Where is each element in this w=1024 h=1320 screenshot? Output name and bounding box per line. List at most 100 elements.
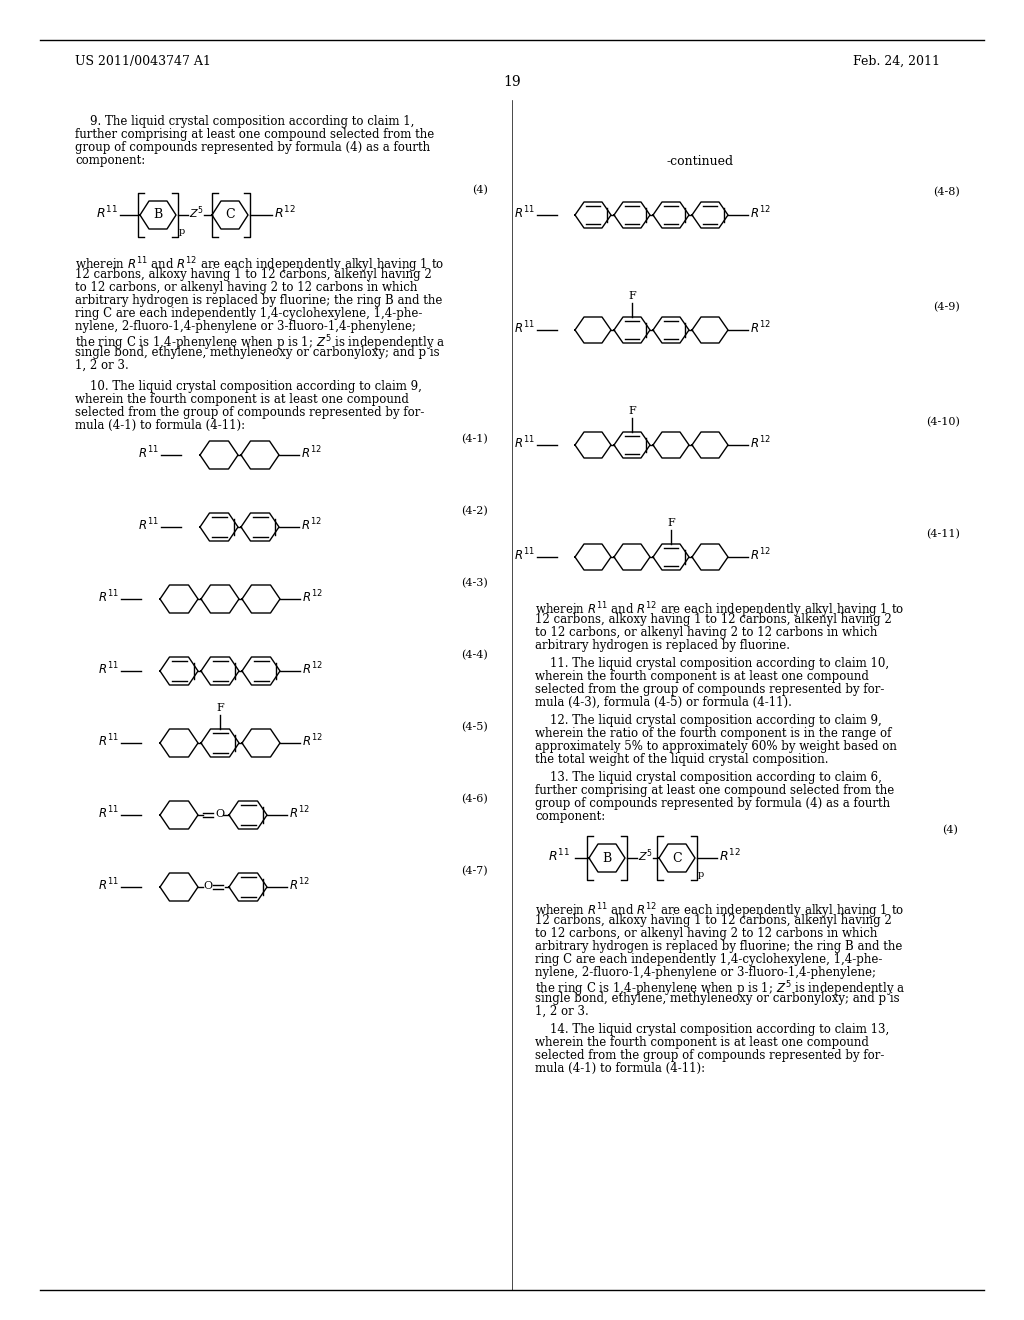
Text: $R^{12}$: $R^{12}$ xyxy=(750,546,771,564)
Text: $R^{12}$: $R^{12}$ xyxy=(301,516,322,533)
Text: the total weight of the liquid crystal composition.: the total weight of the liquid crystal c… xyxy=(535,752,828,766)
Text: ring C are each independently 1,4-cyclohexylene, 1,4-phe-: ring C are each independently 1,4-cycloh… xyxy=(535,953,883,966)
Text: $R^{12}$: $R^{12}$ xyxy=(302,661,323,677)
Text: wherein $R^{11}$ and $R^{12}$ are each independently alkyl having 1 to: wherein $R^{11}$ and $R^{12}$ are each i… xyxy=(535,902,904,920)
Text: O: O xyxy=(215,809,224,818)
Text: 1, 2 or 3.: 1, 2 or 3. xyxy=(535,1005,589,1018)
Text: (4-4): (4-4) xyxy=(461,649,488,660)
Text: wherein the fourth component is at least one compound: wherein the fourth component is at least… xyxy=(75,393,409,407)
Text: $R^{11}$: $R^{11}$ xyxy=(98,876,119,894)
Text: single bond, ethylene, methyleneoxy or carbonyloxy; and p is: single bond, ethylene, methyleneoxy or c… xyxy=(535,993,900,1005)
Text: 12 carbons, alkoxy having 1 to 12 carbons, alkenyl having 2: 12 carbons, alkoxy having 1 to 12 carbon… xyxy=(535,612,892,626)
Text: mula (4-3), formula (4-5) or formula (4-11).: mula (4-3), formula (4-5) or formula (4-… xyxy=(535,696,792,709)
Text: the ring C is 1,4-phenylene when p is 1; $Z^5$ is independently a: the ring C is 1,4-phenylene when p is 1;… xyxy=(75,333,445,352)
Text: $R^{12}$: $R^{12}$ xyxy=(274,205,296,222)
Text: (4-6): (4-6) xyxy=(461,793,488,804)
Text: $R^{11}$: $R^{11}$ xyxy=(548,847,570,865)
Text: $R^{11}$: $R^{11}$ xyxy=(514,434,535,451)
Text: $R^{12}$: $R^{12}$ xyxy=(750,434,771,451)
Text: arbitrary hydrogen is replaced by fluorine; the ring B and the: arbitrary hydrogen is replaced by fluori… xyxy=(75,294,442,308)
Text: F: F xyxy=(628,290,636,301)
Text: $R^{11}$: $R^{11}$ xyxy=(514,205,535,222)
Text: component:: component: xyxy=(535,810,605,822)
Text: (4-3): (4-3) xyxy=(461,578,488,587)
Text: selected from the group of compounds represented by for-: selected from the group of compounds rep… xyxy=(75,407,424,418)
Text: $R^{12}$: $R^{12}$ xyxy=(719,847,740,865)
Text: (4): (4) xyxy=(942,825,958,836)
Text: F: F xyxy=(667,517,675,528)
Text: to 12 carbons, or alkenyl having 2 to 12 carbons in which: to 12 carbons, or alkenyl having 2 to 12… xyxy=(535,626,878,639)
Text: $R^{11}$: $R^{11}$ xyxy=(96,205,118,222)
Text: wherein $R^{11}$ and $R^{12}$ are each independently alkyl having 1 to: wherein $R^{11}$ and $R^{12}$ are each i… xyxy=(535,601,904,619)
Text: 12 carbons, alkoxy having 1 to 12 carbons, alkenyl having 2: 12 carbons, alkoxy having 1 to 12 carbon… xyxy=(75,268,432,281)
Text: $R^{12}$: $R^{12}$ xyxy=(302,733,323,750)
Text: mula (4-1) to formula (4-11):: mula (4-1) to formula (4-11): xyxy=(75,418,245,432)
Text: nylene, 2-fluoro-1,4-phenylene or 3-fluoro-1,4-phenylene;: nylene, 2-fluoro-1,4-phenylene or 3-fluo… xyxy=(75,319,416,333)
Text: (4-5): (4-5) xyxy=(461,722,488,733)
Text: F: F xyxy=(628,407,636,416)
Text: p: p xyxy=(179,227,185,236)
Text: (4-10): (4-10) xyxy=(926,417,961,426)
Text: wherein the fourth component is at least one compound: wherein the fourth component is at least… xyxy=(535,1036,869,1049)
Text: O: O xyxy=(203,880,212,891)
Text: 12 carbons, alkoxy having 1 to 12 carbons, alkenyl having 2: 12 carbons, alkoxy having 1 to 12 carbon… xyxy=(535,913,892,927)
Text: Feb. 24, 2011: Feb. 24, 2011 xyxy=(853,55,940,69)
Text: further comprising at least one compound selected from the: further comprising at least one compound… xyxy=(75,128,434,141)
Text: the ring C is 1,4-phenylene when p is 1; $Z^5$ is independently a: the ring C is 1,4-phenylene when p is 1;… xyxy=(535,979,905,999)
Text: wherein the ratio of the fourth component is in the range of: wherein the ratio of the fourth componen… xyxy=(535,727,891,741)
Text: $R^{12}$: $R^{12}$ xyxy=(750,205,771,222)
Text: $Z^5$: $Z^5$ xyxy=(638,847,652,865)
Text: (4-2): (4-2) xyxy=(461,506,488,516)
Text: (4-1): (4-1) xyxy=(461,434,488,444)
Text: $R^{12}$: $R^{12}$ xyxy=(301,445,322,461)
Text: component:: component: xyxy=(75,154,145,168)
Text: (4-11): (4-11) xyxy=(926,529,961,539)
Text: $R^{12}$: $R^{12}$ xyxy=(302,589,323,606)
Text: $R^{11}$: $R^{11}$ xyxy=(98,661,119,677)
Text: C: C xyxy=(672,851,682,865)
Text: $R^{12}$: $R^{12}$ xyxy=(289,876,309,894)
Text: $R^{11}$: $R^{11}$ xyxy=(514,319,535,337)
Text: $R^{11}$: $R^{11}$ xyxy=(514,546,535,564)
Text: arbitrary hydrogen is replaced by fluorine.: arbitrary hydrogen is replaced by fluori… xyxy=(535,639,790,652)
Text: 13. The liquid crystal composition according to claim 6,: 13. The liquid crystal composition accor… xyxy=(535,771,882,784)
Text: -continued: -continued xyxy=(667,154,733,168)
Text: US 2011/0043747 A1: US 2011/0043747 A1 xyxy=(75,55,211,69)
Text: (4): (4) xyxy=(472,185,488,195)
Text: $R^{12}$: $R^{12}$ xyxy=(750,319,771,337)
Text: group of compounds represented by formula (4) as a fourth: group of compounds represented by formul… xyxy=(75,141,430,154)
Text: to 12 carbons, or alkenyl having 2 to 12 carbons in which: to 12 carbons, or alkenyl having 2 to 12… xyxy=(535,927,878,940)
Text: $R^{11}$: $R^{11}$ xyxy=(98,589,119,606)
Text: (4-9): (4-9) xyxy=(933,302,961,312)
Text: 11. The liquid crystal composition according to claim 10,: 11. The liquid crystal composition accor… xyxy=(535,657,889,671)
Text: (4-7): (4-7) xyxy=(462,866,488,876)
Text: 14. The liquid crystal composition according to claim 13,: 14. The liquid crystal composition accor… xyxy=(535,1023,889,1036)
Text: $R^{11}$: $R^{11}$ xyxy=(98,805,119,821)
Text: C: C xyxy=(225,209,234,222)
Text: wherein the fourth component is at least one compound: wherein the fourth component is at least… xyxy=(535,671,869,682)
Text: $R^{11}$: $R^{11}$ xyxy=(138,445,159,461)
Text: $Z^5$: $Z^5$ xyxy=(188,205,204,222)
Text: group of compounds represented by formula (4) as a fourth: group of compounds represented by formul… xyxy=(535,797,890,810)
Text: nylene, 2-fluoro-1,4-phenylene or 3-fluoro-1,4-phenylene;: nylene, 2-fluoro-1,4-phenylene or 3-fluo… xyxy=(535,966,876,979)
Text: 19: 19 xyxy=(503,75,521,88)
Text: single bond, ethylene, methyleneoxy or carbonyloxy; and p is: single bond, ethylene, methyleneoxy or c… xyxy=(75,346,439,359)
Text: $R^{11}$: $R^{11}$ xyxy=(98,733,119,750)
Text: 12. The liquid crystal composition according to claim 9,: 12. The liquid crystal composition accor… xyxy=(535,714,882,727)
Text: approximately 5% to approximately 60% by weight based on: approximately 5% to approximately 60% by… xyxy=(535,741,897,752)
Text: 9. The liquid crystal composition according to claim 1,: 9. The liquid crystal composition accord… xyxy=(75,115,415,128)
Text: selected from the group of compounds represented by for-: selected from the group of compounds rep… xyxy=(535,1049,885,1063)
Text: B: B xyxy=(602,851,611,865)
Text: ring C are each independently 1,4-cyclohexylene, 1,4-phe-: ring C are each independently 1,4-cycloh… xyxy=(75,308,422,319)
Text: $R^{12}$: $R^{12}$ xyxy=(289,805,309,821)
Text: 1, 2 or 3.: 1, 2 or 3. xyxy=(75,359,129,372)
Text: to 12 carbons, or alkenyl having 2 to 12 carbons in which: to 12 carbons, or alkenyl having 2 to 12… xyxy=(75,281,418,294)
Text: 10. The liquid crystal composition according to claim 9,: 10. The liquid crystal composition accor… xyxy=(75,380,422,393)
Text: (4-8): (4-8) xyxy=(933,186,961,197)
Text: $R^{11}$: $R^{11}$ xyxy=(138,516,159,533)
Text: mula (4-1) to formula (4-11):: mula (4-1) to formula (4-11): xyxy=(535,1063,706,1074)
Text: wherein $R^{11}$ and $R^{12}$ are each independently alkyl having 1 to: wherein $R^{11}$ and $R^{12}$ are each i… xyxy=(75,255,444,275)
Text: p: p xyxy=(698,870,705,879)
Text: selected from the group of compounds represented by for-: selected from the group of compounds rep… xyxy=(535,682,885,696)
Text: arbitrary hydrogen is replaced by fluorine; the ring B and the: arbitrary hydrogen is replaced by fluori… xyxy=(535,940,902,953)
